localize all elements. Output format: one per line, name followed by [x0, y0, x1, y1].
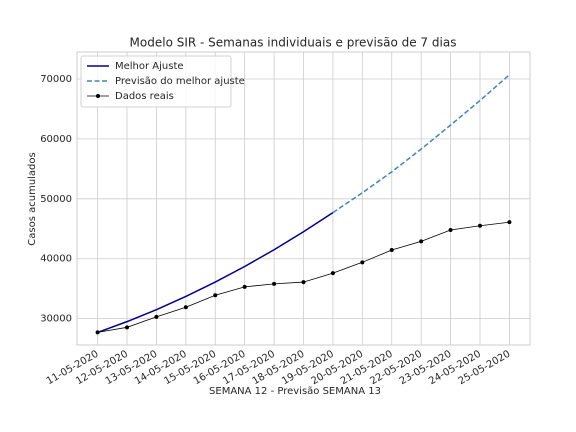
marker: [330, 271, 335, 276]
marker: [301, 280, 306, 285]
marker: [389, 248, 394, 253]
legend-label: Dados reais: [115, 91, 174, 102]
plot-frame: [76, 51, 531, 346]
y-axis-label: Casos acumulados: [27, 152, 38, 245]
legend-label: Previsão do melhor ajuste: [115, 76, 245, 87]
y-tick-label: 50000: [40, 194, 72, 205]
line: [97, 211, 334, 334]
marker: [272, 281, 277, 286]
legend-box: [80, 55, 232, 108]
marker: [213, 293, 218, 298]
marker: [360, 260, 365, 265]
marker: [154, 314, 159, 319]
legend-label: Melhor Ajuste: [115, 61, 184, 72]
x-axis-label: SEMANA 12 - Previsão SEMANA 13: [209, 386, 381, 397]
marker: [419, 239, 424, 244]
chart-title: Modelo SIR - Semanas individuais e previ…: [130, 36, 457, 50]
legend: Melhor Ajuste Previsão do melhor ajuste Da…: [80, 55, 245, 108]
legend-marker: [96, 94, 100, 98]
marker: [242, 284, 247, 289]
marker: [183, 305, 188, 310]
marker: [507, 220, 512, 225]
y-tick-label: 70000: [40, 74, 72, 85]
y-tick-label: 30000: [40, 314, 72, 325]
marker: [477, 223, 482, 228]
line: [332, 74, 510, 214]
marker: [125, 325, 130, 330]
marker: [448, 227, 453, 232]
y-tick-label: 40000: [40, 254, 72, 265]
y-tick-label: 60000: [40, 134, 72, 145]
marker: [95, 330, 100, 335]
